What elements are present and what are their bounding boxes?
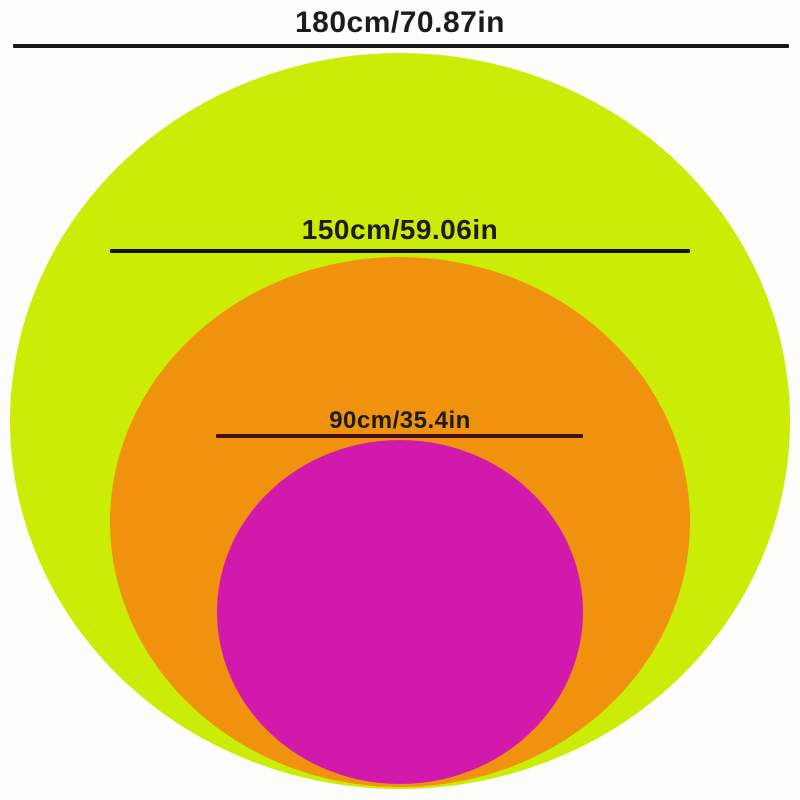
- measurement-line-180cm: [13, 44, 789, 48]
- measurement-label-180cm: 180cm/70.87in: [295, 6, 505, 39]
- circle-90cm: [217, 440, 583, 784]
